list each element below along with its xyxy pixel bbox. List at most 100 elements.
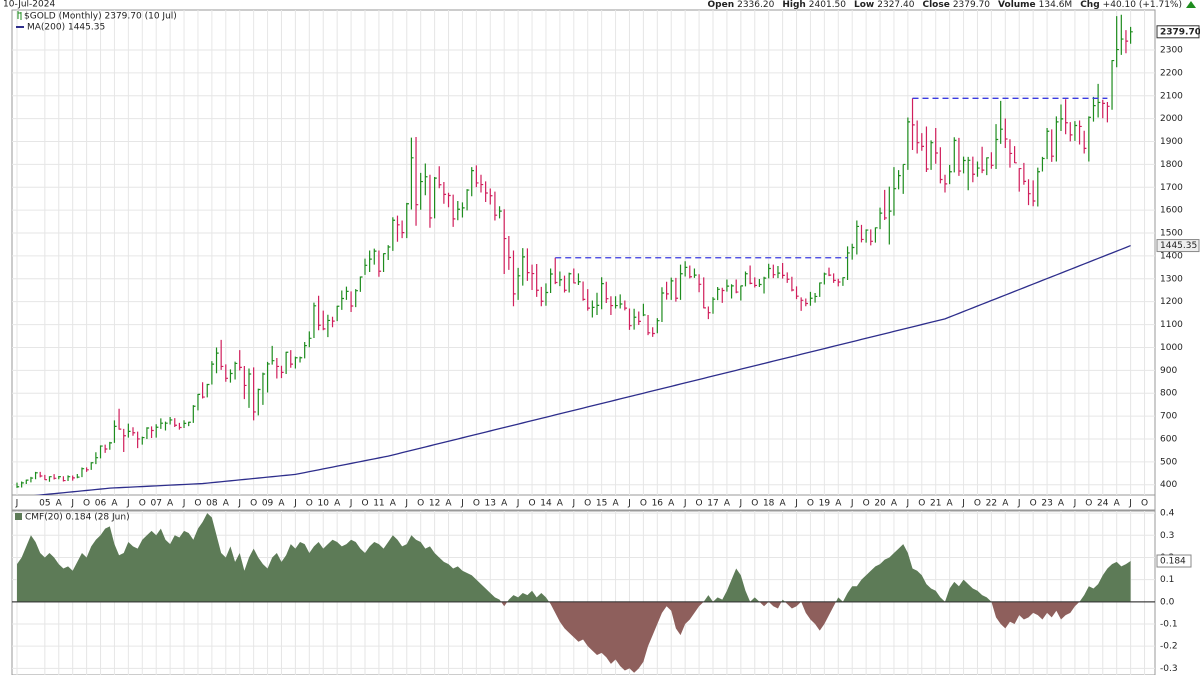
price-panel [11,9,1156,511]
price-bar [874,227,878,243]
legend-label: MA(200) 1445.35 [27,23,105,33]
x-tick-label: O [1085,499,1092,509]
quote: Open 2336.20 High 2401.50 Low 2327.40 Close 237… [708,0,1183,10]
price-bar [768,263,771,279]
x-tick-label: 23 [1041,499,1052,509]
price-bar [911,98,915,151]
price-bar [341,290,344,310]
price-bar [888,186,892,245]
price-bar [387,245,391,261]
price-bar [99,445,103,459]
quote-label: Open [708,0,735,10]
price-bar [1074,121,1078,141]
price-bar [494,191,498,221]
price-bar [401,220,405,239]
x-tick-label: J [126,499,130,509]
price-bar [197,393,201,411]
price-bar [1037,167,1040,207]
price-bar [285,351,289,374]
price-bar [958,137,962,176]
x-tick-label: O [528,499,535,509]
price-bar [512,250,516,307]
price-bar [925,126,929,172]
price-bar [1083,130,1087,154]
price-bar [169,416,173,425]
price-bar [104,444,108,453]
price-bar [364,258,368,275]
x-tick-label: J [516,499,520,509]
price-bar [313,302,317,339]
price-bar [81,467,85,478]
price-bar [220,339,224,370]
x-tick-label: J [349,499,353,509]
x-tick-label: J [293,499,297,509]
price-bar [735,279,739,294]
x-tick-label: 06 [95,499,107,509]
price-bar [879,207,883,230]
price-bar [916,120,920,154]
quote-value: 2401.50 [809,0,846,10]
price-bar [406,202,409,239]
price-bar [290,350,293,368]
x-tick-label: A [668,499,675,509]
price-bar [860,224,864,243]
price-bar [434,177,437,219]
x-tick-label: J [1073,499,1077,509]
x-tick-label: O [584,499,591,509]
price-bar [898,170,901,190]
x-tick-label: A [1058,499,1065,509]
x-tick-label: O [807,499,814,509]
legend-icon [17,11,22,20]
x-tick-label: 22 [986,499,997,509]
x-tick-label: A [780,499,787,509]
x-tick-label: O [473,499,480,509]
x-tick-label: A [724,499,731,509]
price-bar [995,124,999,169]
price-bar [577,273,581,285]
price-bar [1032,180,1036,207]
price-bar [62,476,66,482]
price-bar [438,166,442,189]
price-bar [689,265,692,279]
price-bar [754,277,757,288]
price-bar [304,341,307,359]
price-bar [1125,30,1129,54]
x-tick-label: J [961,499,965,509]
y-tick-label: 500 [1160,457,1177,467]
price-bar [239,350,242,371]
x-tick-label: O [1030,499,1037,509]
x-tick-label: O [918,499,925,509]
price-bar [280,365,284,379]
price-bar [591,300,595,318]
x-tick-label: 07 [150,499,161,509]
price-bar [981,146,985,174]
price-bar [331,316,335,328]
price-bar [25,479,29,485]
price-bar [758,279,762,288]
price-bar [1018,167,1022,192]
x-tick-label: 17 [707,499,718,509]
price-bar [1111,59,1115,110]
price-bar [675,277,679,302]
price-bar [164,421,168,431]
price-bar [211,361,215,385]
y-tick-label: 1600 [1160,206,1183,216]
price-bar [661,287,665,323]
x-tick-label: 11 [373,499,384,509]
x-tick-label: A [557,499,564,509]
last-value-box [1156,554,1192,568]
price-bar [573,268,576,284]
price-bar [1004,118,1008,148]
price-bar [396,215,400,242]
price-bar [262,372,266,405]
price-bar [972,156,976,183]
x-tick-label: O [250,499,257,509]
price-bar [833,273,836,283]
price-bar [596,292,600,315]
price-bar [619,294,623,309]
price-bar [721,287,725,303]
x-tick-label: 09 [262,499,274,509]
x-tick-label: O [1141,499,1148,509]
